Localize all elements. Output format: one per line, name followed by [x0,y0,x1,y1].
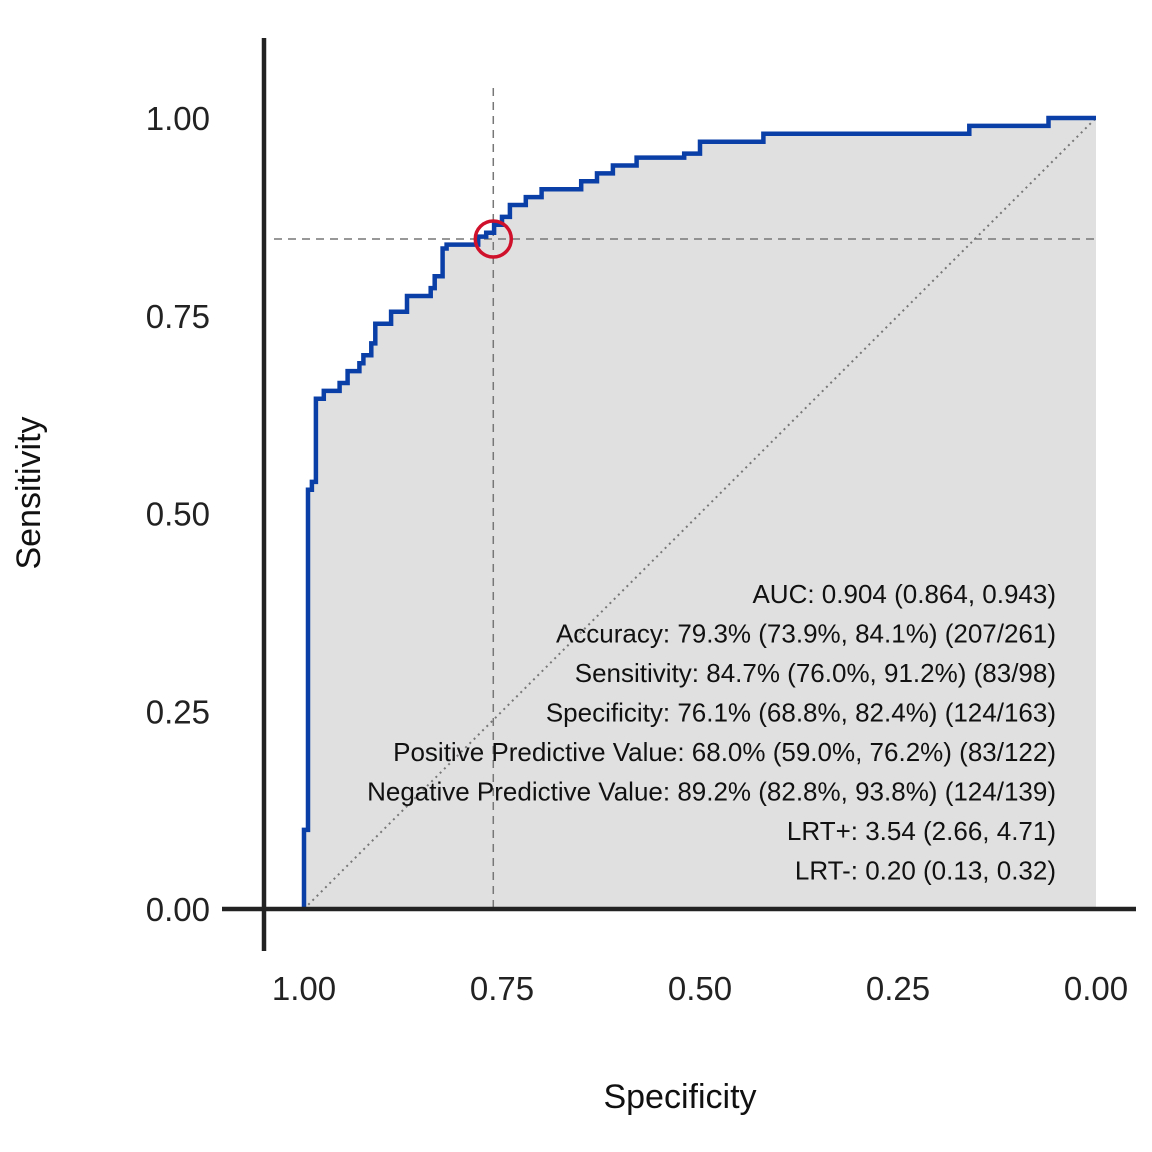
roc-statistic-line: Accuracy: 79.3% (73.9%, 84.1%) (207/261) [556,619,1056,649]
x-axis-title: Specificity [603,1078,756,1116]
roc-statistic-line: LRT+: 3.54 (2.66, 4.71) [787,816,1056,846]
y-axis-title: Sensitivity [10,416,48,569]
y-tick-label: 0.75 [146,298,210,335]
x-tick-label: 1.00 [272,970,336,1007]
roc-statistic-line: Positive Predictive Value: 68.0% (59.0%,… [393,737,1056,767]
optimal-threshold-marker [473,219,514,259]
x-tick-labels: 1.00 0.75 0.50 0.25 0.00 [272,970,1128,1007]
y-tick-label: 0.50 [146,496,210,533]
y-tick-labels: 0.00 0.25 0.50 0.75 1.00 [146,100,210,928]
y-tick-label: 0.00 [146,891,210,928]
roc-statistic-line: AUC: 0.904 (0.864, 0.943) [752,579,1056,609]
roc-statistics-annotations: AUC: 0.904 (0.864, 0.943) Accuracy: 79.3%… [367,579,1056,886]
x-tick-label: 0.50 [668,970,732,1007]
roc-statistic-line: Specificity: 76.1% (68.8%, 82.4%) (124/1… [546,698,1056,728]
x-tick-label: 0.00 [1064,970,1128,1007]
y-tick-label: 1.00 [146,100,210,137]
roc-curve-line [301,115,1096,909]
roc-statistic-line: Negative Predictive Value: 89.2% (82.8%,… [367,777,1056,807]
y-tick-label: 0.25 [146,693,210,730]
chance-diagonal-line [303,117,1097,910]
roc-statistic-line: Sensitivity: 84.7% (76.0%, 91.2%) (83/98… [575,658,1056,688]
x-tick-label: 0.75 [470,970,534,1007]
x-tick-label: 0.25 [866,970,930,1007]
roc-statistic-line: LRT-: 0.20 (0.13, 0.32) [795,856,1056,886]
